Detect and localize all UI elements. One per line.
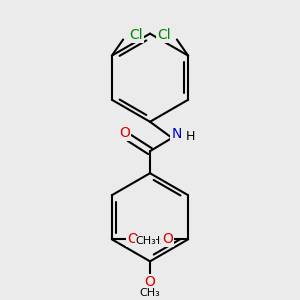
Text: Cl: Cl xyxy=(129,28,142,42)
Text: CH₃: CH₃ xyxy=(135,236,156,246)
Text: N: N xyxy=(171,127,182,140)
Text: O: O xyxy=(145,275,155,289)
Text: O: O xyxy=(127,232,138,246)
Text: O: O xyxy=(119,126,130,140)
Text: CH₃: CH₃ xyxy=(140,288,160,298)
Text: CH₃: CH₃ xyxy=(144,236,165,246)
Text: Cl: Cl xyxy=(158,28,171,42)
Text: H: H xyxy=(186,130,195,143)
Text: O: O xyxy=(162,232,173,246)
